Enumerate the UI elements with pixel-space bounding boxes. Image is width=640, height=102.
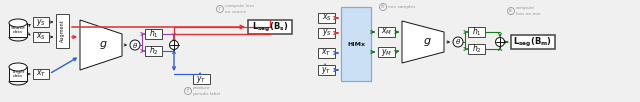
- Polygon shape: [80, 20, 122, 70]
- Text: $x_T$: $x_T$: [321, 48, 332, 58]
- Circle shape: [495, 38, 504, 47]
- Text: $g$: $g$: [99, 39, 108, 51]
- Text: $\hat{y}_T$: $\hat{y}_T$: [196, 72, 207, 86]
- Text: $h_1$: $h_1$: [472, 26, 481, 38]
- Text: $x_T$: $x_T$: [36, 69, 46, 79]
- Text: iii: iii: [381, 4, 385, 9]
- Text: $x_M$: $x_M$: [381, 27, 392, 37]
- Bar: [33, 69, 49, 79]
- Text: iv: iv: [509, 8, 513, 13]
- Text: $y_S$: $y_S$: [36, 17, 46, 28]
- Bar: [318, 65, 335, 75]
- Text: $y_M$: $y_M$: [381, 47, 392, 58]
- Text: Augment: Augment: [60, 20, 65, 42]
- Bar: [9, 23, 27, 37]
- Text: $h_2$: $h_2$: [472, 43, 481, 55]
- Bar: [193, 74, 210, 84]
- Bar: [318, 13, 335, 23]
- Text: produce: produce: [193, 86, 211, 90]
- Text: $\mathbf{L_{seg}(B_s)}$: $\mathbf{L_{seg}(B_s)}$: [252, 20, 288, 34]
- Bar: [318, 48, 335, 58]
- Text: $g$: $g$: [423, 36, 431, 48]
- Bar: [145, 29, 162, 39]
- Text: on source: on source: [225, 10, 246, 14]
- Bar: [145, 46, 162, 56]
- Bar: [341, 7, 371, 81]
- Text: HIMx: HIMx: [347, 42, 365, 47]
- Bar: [378, 27, 395, 37]
- Text: $\hat{y}_T$: $\hat{y}_T$: [321, 63, 332, 77]
- Bar: [56, 14, 69, 48]
- Text: compute: compute: [516, 6, 535, 10]
- Bar: [248, 20, 292, 34]
- Ellipse shape: [9, 19, 27, 27]
- Text: Target
data: Target data: [12, 70, 25, 78]
- Bar: [33, 32, 49, 42]
- Bar: [9, 67, 27, 81]
- Text: i: i: [220, 7, 221, 12]
- Text: ii: ii: [187, 89, 189, 94]
- Text: $y_S$: $y_S$: [321, 28, 332, 38]
- Text: $\theta$: $\theta$: [455, 38, 461, 47]
- Text: $\mathbf{L_{seg}(B_m)}$: $\mathbf{L_{seg}(B_m)}$: [513, 35, 552, 49]
- Circle shape: [130, 40, 140, 50]
- Ellipse shape: [9, 63, 27, 71]
- Bar: [318, 28, 335, 38]
- Text: $h_1$: $h_1$: [148, 28, 158, 40]
- Text: $x_S$: $x_S$: [321, 13, 332, 23]
- Text: mix samples: mix samples: [388, 5, 415, 9]
- Bar: [33, 17, 49, 27]
- Bar: [468, 44, 485, 54]
- Circle shape: [170, 40, 179, 49]
- Circle shape: [453, 37, 463, 47]
- Text: $x_S$: $x_S$: [36, 32, 46, 42]
- Bar: [378, 47, 395, 57]
- Text: $\theta$: $\theta$: [132, 40, 138, 49]
- Polygon shape: [402, 21, 444, 63]
- Text: loss on mix: loss on mix: [516, 12, 541, 16]
- Text: Source
data: Source data: [11, 26, 26, 34]
- Text: compute loss: compute loss: [225, 4, 254, 8]
- Text: pseudo-label: pseudo-label: [193, 92, 221, 96]
- Bar: [468, 27, 485, 37]
- Text: $h_2$: $h_2$: [148, 45, 158, 57]
- Bar: [511, 35, 555, 49]
